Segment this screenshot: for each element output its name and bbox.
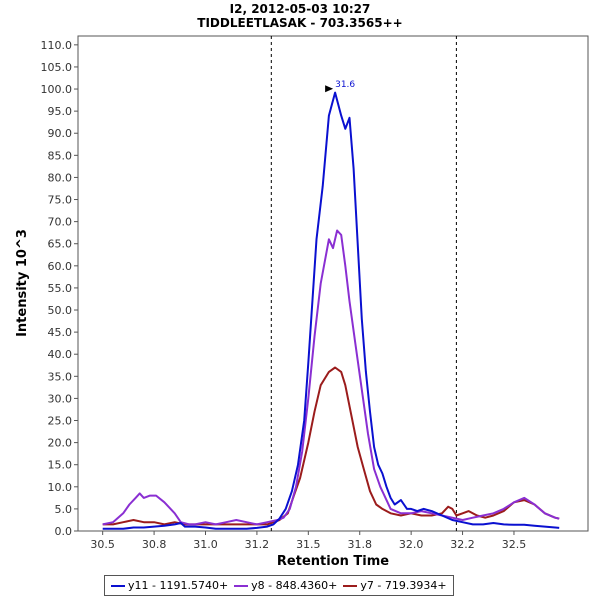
- y-tick-label: 60.0: [48, 260, 73, 273]
- x-tick-label: 31.0: [193, 538, 218, 551]
- x-tick-label: 32.5: [502, 538, 527, 551]
- y-tick-label: 65.0: [48, 238, 73, 251]
- legend-item: y11 - 1191.5740+: [111, 579, 228, 592]
- y-tick-label: 110.0: [41, 39, 73, 52]
- chart-subtitle: TIDDLEETLASAK - 703.3565++: [197, 16, 403, 30]
- series-line: [102, 91, 560, 530]
- y-tick-label: 105.0: [41, 61, 73, 74]
- series-lines: [102, 91, 560, 530]
- y-tick-label: 55.0: [48, 282, 73, 295]
- x-tick-label: 30.5: [90, 538, 115, 551]
- plot-area: [77, 35, 589, 532]
- x-tick-label: 32.2: [450, 538, 475, 551]
- x-tick-label: 31.5: [296, 538, 321, 551]
- y-tick-label: 10.0: [48, 481, 73, 494]
- y-tick-label: 70.0: [48, 216, 73, 229]
- chart-title: I2, 2012-05-03 10:27: [229, 2, 371, 16]
- legend-label: y8 - 848.4360+: [251, 579, 338, 592]
- y-tick-label: 100.0: [41, 83, 73, 96]
- y-tick-label: 75.0: [48, 194, 73, 207]
- legend-label: y7 - 719.3934+: [360, 579, 447, 592]
- y-tick-label: 25.0: [48, 415, 73, 428]
- y-tick-label: 15.0: [48, 459, 73, 472]
- y-tick-label: 50.0: [48, 304, 73, 317]
- peak-label: 31.6: [335, 80, 355, 90]
- y-tick-label: 30.0: [48, 392, 73, 405]
- x-tick-label: 31.2: [245, 538, 270, 551]
- y-axis: 0.0 5.0 10.0 15.0 20.0 25.0 30.0 35.0 40.0 45.0 50…: [41, 39, 78, 538]
- legend-item: y8 - 848.4360+: [234, 579, 337, 592]
- y-tick-label: 85.0: [48, 149, 73, 162]
- series-line: [102, 229, 560, 526]
- legend-item: y7 - 719.3934+: [343, 579, 447, 592]
- boundary-lines: [270, 36, 457, 531]
- x-axis: 30.5 30.8 31.0 31.2 31.5 31.8 32.0 32.2 32.5: [90, 531, 526, 551]
- y-tick-label: 0.0: [55, 525, 73, 538]
- peak-arrow: [325, 85, 334, 93]
- y-tick-label: 45.0: [48, 326, 73, 339]
- y-tick-label: 95.0: [48, 105, 73, 118]
- y-tick-label: 20.0: [48, 437, 73, 450]
- y-tick-label: 90.0: [48, 127, 73, 140]
- y-tick-label: 35.0: [48, 370, 73, 383]
- legend: y11 - 1191.5740+ y8 - 848.4360+ y7 - 719…: [104, 575, 454, 596]
- chart: 0.0 5.0 10.0 15.0 20.0 25.0 30.0 35.0 40.0 45.0 50…: [15, 35, 589, 569]
- x-tick-label: 32.0: [399, 538, 424, 551]
- y-axis-label: Intensity 10^3: [15, 229, 30, 337]
- y-tick-label: 40.0: [48, 348, 73, 361]
- x-axis-label: Retention Time: [277, 554, 389, 569]
- legend-swatch: [343, 584, 358, 587]
- peak-annotation: 31.6: [325, 80, 355, 93]
- legend-swatch: [111, 584, 125, 587]
- legend-label: y11 - 1191.5740+: [128, 579, 229, 592]
- legend-swatch: [234, 584, 249, 587]
- y-tick-label: 80.0: [48, 171, 73, 184]
- x-tick-label: 30.8: [142, 538, 167, 551]
- y-tick-label: 5.0: [55, 503, 73, 516]
- x-tick-label: 31.8: [347, 538, 372, 551]
